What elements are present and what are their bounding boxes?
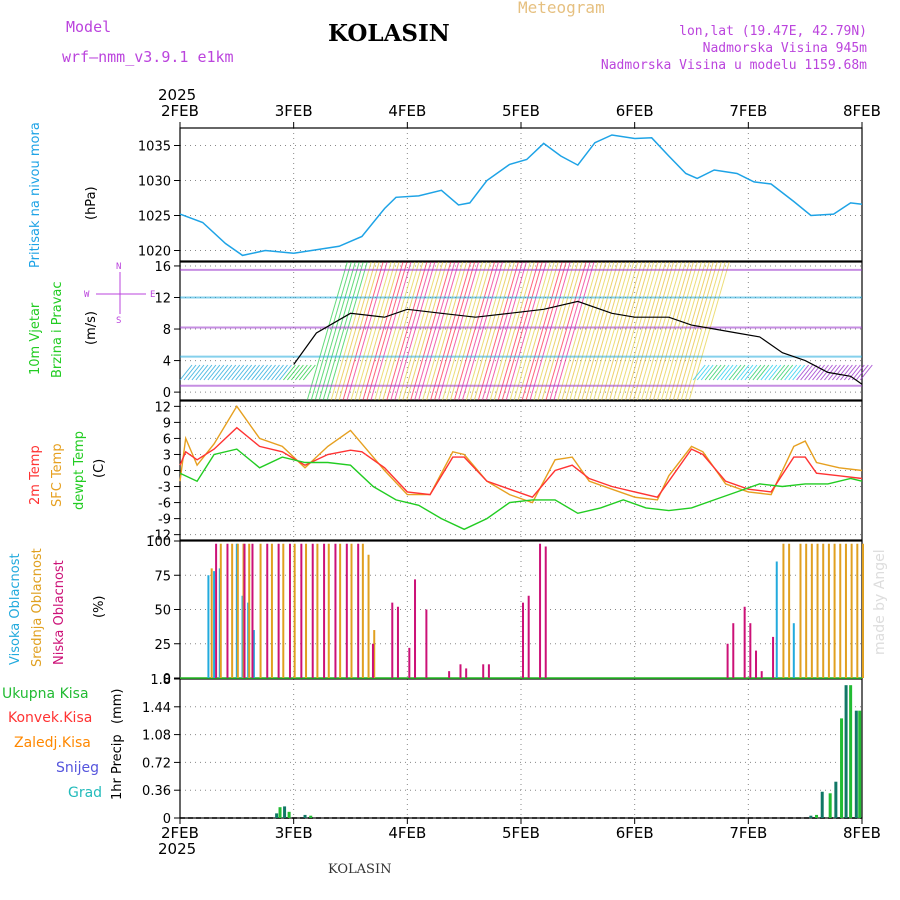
y-tick-label: 0 <box>163 386 171 401</box>
legend-conv-rain: Konvek.Kisa <box>8 710 93 726</box>
precip-bar <box>849 685 853 818</box>
precip-bar <box>287 811 291 818</box>
y-tick-label: 0.72 <box>142 756 171 771</box>
x-tick-label-top: 7FEB <box>729 102 767 120</box>
precip-bar <box>275 813 279 818</box>
sfc-temp-line <box>179 405 863 504</box>
x-tick-label-bottom: 5FEB <box>502 824 540 842</box>
y-tick-label: 8 <box>163 323 171 338</box>
wind-barbs <box>179 261 873 401</box>
x-tick-label-top: 2FEB <box>161 102 199 120</box>
precip-bar <box>854 710 858 818</box>
meteogram-label: Meteogram <box>518 0 605 17</box>
precip-bar <box>858 710 862 818</box>
panel-frame <box>179 127 863 262</box>
legend-hail: Grad <box>68 785 103 801</box>
dir-s: S <box>116 316 122 326</box>
y-tick-label: -12 <box>150 529 171 544</box>
y-tick-label: 0.36 <box>142 784 171 799</box>
y-tick-label: -3 <box>158 481 171 496</box>
y-tick-label: 1030 <box>138 175 171 190</box>
x-tick-label-bottom: 4FEB <box>388 824 426 842</box>
y-tick-label: 100 <box>146 535 171 550</box>
dir-n: N <box>116 262 122 272</box>
temp-2m-line <box>179 426 863 499</box>
x-tick-label-bottom: 7FEB <box>729 824 767 842</box>
precip-bar <box>278 807 282 818</box>
x-tick-label-bottom: 6FEB <box>616 824 654 842</box>
y-tick-label: -6 <box>158 497 171 512</box>
wind-speed-line <box>293 300 863 385</box>
x-tick-label-top: 3FEB <box>275 102 313 120</box>
legend-frozen-rain: Zaledj.Kisa <box>14 735 91 751</box>
x-tick-label-bottom: 8FEB <box>843 824 881 842</box>
y-tick-label: 50 <box>154 604 171 619</box>
precip-bar <box>303 814 307 818</box>
y-tick-label: 9 <box>163 416 171 431</box>
y-tick-label: 3 <box>163 448 171 463</box>
y-tick-label: 12 <box>154 400 171 415</box>
y-tick-label: 1020 <box>138 245 171 260</box>
y-tick-label: 1035 <box>138 140 171 155</box>
x-tick-label-bottom: 3FEB <box>275 824 313 842</box>
precip-bar <box>840 718 844 818</box>
precip-bar <box>283 806 287 818</box>
y-tick-label: 1.44 <box>142 701 171 716</box>
y-tick-label: 75 <box>154 569 171 584</box>
precip-bar <box>815 814 819 818</box>
precip-bar <box>809 815 813 818</box>
x-tick-label-top: 6FEB <box>616 102 654 120</box>
precip-bar <box>820 791 824 818</box>
y-tick-label: 12 <box>154 291 171 306</box>
model-label: Model <box>66 18 112 36</box>
year-top: 2025 <box>158 86 196 104</box>
y-tick-label: 0 <box>163 812 171 827</box>
x-tick-label-top: 8FEB <box>843 102 881 120</box>
altitude-label: Nadmorska Visina 945m <box>702 41 867 56</box>
precip-bar <box>828 793 832 818</box>
year-bottom: 2025 <box>158 840 196 858</box>
y-tick-label: 0 <box>163 465 171 480</box>
y-tick-label: 1.8 <box>150 673 171 688</box>
lonlat-label: lon,lat (19.47E, 42.79N) <box>679 24 867 39</box>
pressure-line <box>179 134 863 257</box>
legend-snow: Snijeg <box>56 760 100 776</box>
dir-e: E <box>150 290 156 300</box>
precip-bar <box>844 685 848 818</box>
station-title: KOLASIN <box>328 20 450 47</box>
legend-total-rain: Ukupna Kisa <box>2 686 89 702</box>
y-tick-label: 16 <box>154 260 171 275</box>
model-value: wrf–nmm_v3.9.1 e1km <box>62 48 234 66</box>
model-altitude-label: Nadmorska Visina u modelu 1159.68m <box>600 58 867 73</box>
dewpoint-line <box>179 448 863 531</box>
x-tick-label-top: 5FEB <box>502 102 540 120</box>
x-tick-label-bottom: 2FEB <box>161 824 199 842</box>
precip-bar <box>834 781 838 818</box>
footer-station: KOLASIN <box>328 862 392 877</box>
x-tick-label-top: 4FEB <box>388 102 426 120</box>
y-tick-label: -9 <box>158 513 171 528</box>
dir-w: W <box>84 290 90 300</box>
precip-bar <box>309 815 313 818</box>
panel-frame <box>179 261 863 401</box>
y-tick-label: 0 <box>163 672 171 687</box>
y-tick-label: 1.08 <box>142 729 171 744</box>
y-tick-label: 1025 <box>138 210 171 225</box>
y-tick-label: 25 <box>154 638 171 653</box>
y-tick-label: 6 <box>163 432 171 447</box>
y-tick-label: 4 <box>163 355 171 370</box>
